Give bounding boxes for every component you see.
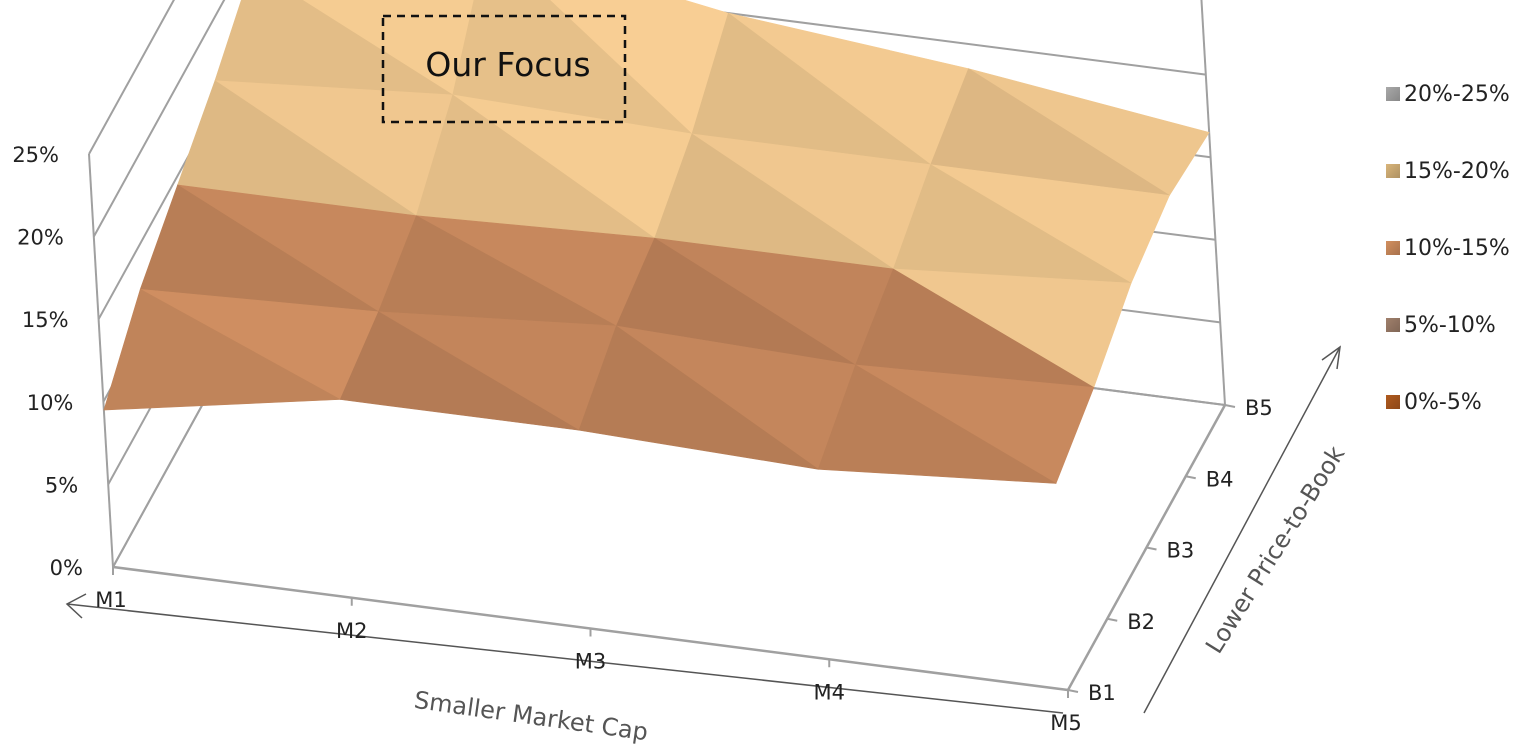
y-tick <box>1067 689 1079 693</box>
z-tick-label: 0% <box>50 556 83 580</box>
legend-label: 5%-10% <box>1404 312 1496 338</box>
y-tick <box>1185 475 1196 480</box>
y-tick <box>1107 617 1118 622</box>
x-axis-arrow <box>66 603 1064 714</box>
y-tick-label: B1 <box>1088 681 1116 705</box>
legend-label: 20%-25% <box>1404 81 1510 107</box>
legend-swatch <box>1386 241 1400 255</box>
chart-axes <box>65 345 1341 714</box>
focus-annotation: Our Focus <box>381 14 627 124</box>
x-arrowhead <box>65 593 87 619</box>
y-tick <box>1146 546 1157 551</box>
x-axis-title-group: Smaller Market Cap <box>412 686 649 747</box>
surface-facet <box>817 364 1057 484</box>
wall-edge <box>1200 0 1226 406</box>
z-gridline <box>88 0 175 155</box>
legend-label: 10%-15% <box>1404 235 1510 261</box>
legend-swatch <box>1386 318 1400 332</box>
focus-box <box>381 14 627 124</box>
y-tick-label: B3 <box>1167 539 1195 563</box>
legend-label: 15%-20% <box>1404 158 1510 184</box>
y-tick-label: B4 <box>1206 467 1234 491</box>
surface-facet <box>578 325 819 470</box>
x-tick-label: M4 <box>814 680 845 704</box>
legend-item: 20%-25% <box>1386 81 1534 107</box>
x-tick-label: M2 <box>336 619 367 643</box>
legend-item: 5%-10% <box>1386 312 1534 338</box>
y-arrowhead <box>1321 345 1341 370</box>
y-axis-arrow <box>1143 346 1341 714</box>
legend: 20%-25% 15%-20% 10%-15% 5%-10% 0%-5% <box>1386 81 1534 469</box>
legend-item: 0%-5% <box>1386 389 1534 415</box>
y-tick-label: B2 <box>1127 610 1155 634</box>
legend-item: 15%-20% <box>1386 158 1534 184</box>
surface-facet <box>103 288 341 411</box>
wall-edge <box>88 153 114 568</box>
z-tick-label: 15% <box>22 308 69 332</box>
z-tick-label: 25% <box>12 143 59 167</box>
surface-plot <box>103 0 1210 484</box>
legend-swatch <box>1386 87 1400 101</box>
legend-item: 10%-15% <box>1386 235 1534 261</box>
focus-label: Our Focus <box>425 45 590 84</box>
y-tick <box>1224 404 1236 408</box>
z-tick-label: 5% <box>45 473 78 497</box>
legend-swatch <box>1386 395 1400 409</box>
x-tick-label: M5 <box>1050 711 1081 735</box>
chart-labels: 0% 5% 10% 15% 20% 25% M1 M2 M3 M4 M5 B1 B2 B3 B4 B5 <box>12 143 1272 735</box>
x-axis-title: Smaller Market Cap <box>412 686 649 747</box>
z-tick-label: 20% <box>17 226 64 250</box>
z-gridline <box>92 0 1206 238</box>
x-tick-label: M1 <box>95 588 126 612</box>
z-tick-label: 10% <box>27 391 74 415</box>
y-tick-label: B5 <box>1245 396 1273 420</box>
x-tick-label: M3 <box>575 650 606 674</box>
legend-label: 0%-5% <box>1404 389 1482 415</box>
legend-swatch <box>1386 164 1400 178</box>
surface-facet <box>339 311 580 431</box>
